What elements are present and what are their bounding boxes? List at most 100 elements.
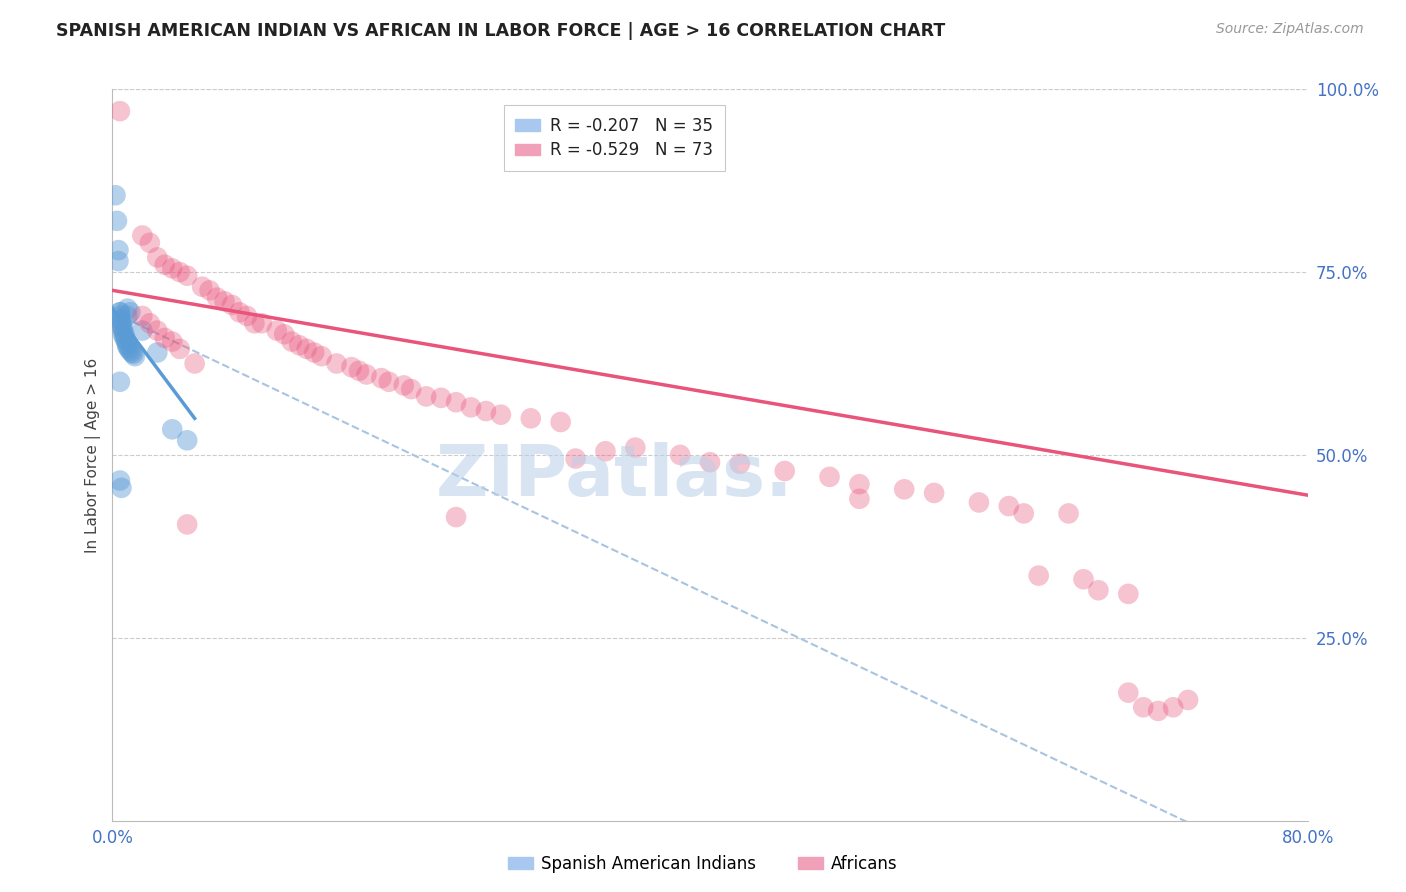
Point	[311, 349, 333, 363]
Point	[108, 305, 131, 319]
Point	[998, 499, 1021, 513]
Point	[117, 301, 139, 316]
Point	[108, 312, 131, 326]
Point	[1087, 583, 1109, 598]
Point	[378, 375, 401, 389]
Point	[564, 451, 586, 466]
Point	[104, 188, 127, 202]
Point	[120, 344, 142, 359]
Point	[122, 347, 145, 361]
Y-axis label: In Labor Force | Age > 16: In Labor Force | Age > 16	[86, 358, 101, 552]
Point	[295, 342, 318, 356]
Point	[347, 364, 370, 378]
Point	[108, 104, 131, 119]
Text: Source: ZipAtlas.com: Source: ZipAtlas.com	[1216, 22, 1364, 37]
Point	[124, 349, 146, 363]
Point	[131, 309, 153, 323]
Point	[1161, 700, 1184, 714]
Point	[1118, 686, 1140, 700]
Point	[111, 327, 134, 342]
Point	[111, 320, 134, 334]
Point	[105, 214, 128, 228]
Point	[1177, 693, 1199, 707]
Point	[117, 338, 139, 352]
Point	[1147, 704, 1170, 718]
Point	[401, 382, 423, 396]
Point	[162, 334, 183, 349]
Point	[520, 411, 543, 425]
Point	[444, 510, 467, 524]
Point	[107, 254, 129, 268]
Text: ZIPatlas.: ZIPatlas.	[436, 442, 793, 511]
Point	[176, 517, 198, 532]
Point	[848, 477, 870, 491]
Point	[699, 455, 721, 469]
Point	[893, 483, 915, 497]
Point	[214, 294, 236, 309]
Point	[146, 345, 169, 359]
Point	[1012, 507, 1035, 521]
Point	[117, 309, 139, 323]
Point	[288, 338, 311, 352]
Point	[118, 342, 141, 356]
Point	[115, 332, 138, 346]
Point	[108, 305, 131, 319]
Point	[108, 375, 131, 389]
Point	[131, 228, 153, 243]
Point	[1132, 700, 1154, 714]
Point	[120, 305, 142, 319]
Point	[162, 422, 183, 436]
Point	[1118, 587, 1140, 601]
Point	[243, 316, 266, 330]
Point	[266, 324, 288, 338]
Point	[169, 265, 191, 279]
Point	[108, 309, 131, 323]
Point	[340, 360, 363, 375]
Point	[169, 342, 191, 356]
Legend: R = -0.207   N = 35, R = -0.529   N = 73: R = -0.207 N = 35, R = -0.529 N = 73	[503, 105, 725, 171]
Point	[107, 243, 129, 257]
Point	[302, 345, 325, 359]
Point	[191, 279, 214, 293]
Point	[162, 261, 183, 276]
Point	[773, 464, 796, 478]
Point	[183, 356, 205, 371]
Point	[146, 251, 169, 265]
Text: SPANISH AMERICAN INDIAN VS AFRICAN IN LABOR FORCE | AGE > 16 CORRELATION CHART: SPANISH AMERICAN INDIAN VS AFRICAN IN LA…	[56, 22, 945, 40]
Point	[325, 356, 347, 371]
Point	[1028, 568, 1050, 582]
Point	[370, 371, 392, 385]
Point	[550, 415, 572, 429]
Point	[281, 334, 304, 349]
Point	[489, 408, 512, 422]
Point	[110, 320, 132, 334]
Point	[818, 470, 841, 484]
Point	[922, 486, 945, 500]
Point	[114, 331, 135, 345]
Point	[356, 368, 378, 382]
Point	[139, 316, 162, 330]
Point	[728, 457, 751, 471]
Point	[595, 444, 617, 458]
Point	[1057, 507, 1080, 521]
Point	[139, 235, 162, 250]
Point	[110, 316, 132, 330]
Point	[1073, 572, 1095, 586]
Point	[108, 474, 131, 488]
Point	[110, 312, 132, 326]
Point	[392, 378, 415, 392]
Point	[114, 327, 135, 342]
Point	[115, 334, 138, 349]
Point	[121, 345, 143, 359]
Point	[967, 495, 990, 509]
Point	[475, 404, 498, 418]
Point	[205, 291, 228, 305]
Point	[221, 298, 243, 312]
Point	[848, 491, 870, 506]
Point	[146, 324, 169, 338]
Point	[444, 395, 467, 409]
Point	[153, 258, 176, 272]
Point	[117, 340, 139, 354]
Point	[176, 434, 198, 448]
Point	[131, 324, 153, 338]
